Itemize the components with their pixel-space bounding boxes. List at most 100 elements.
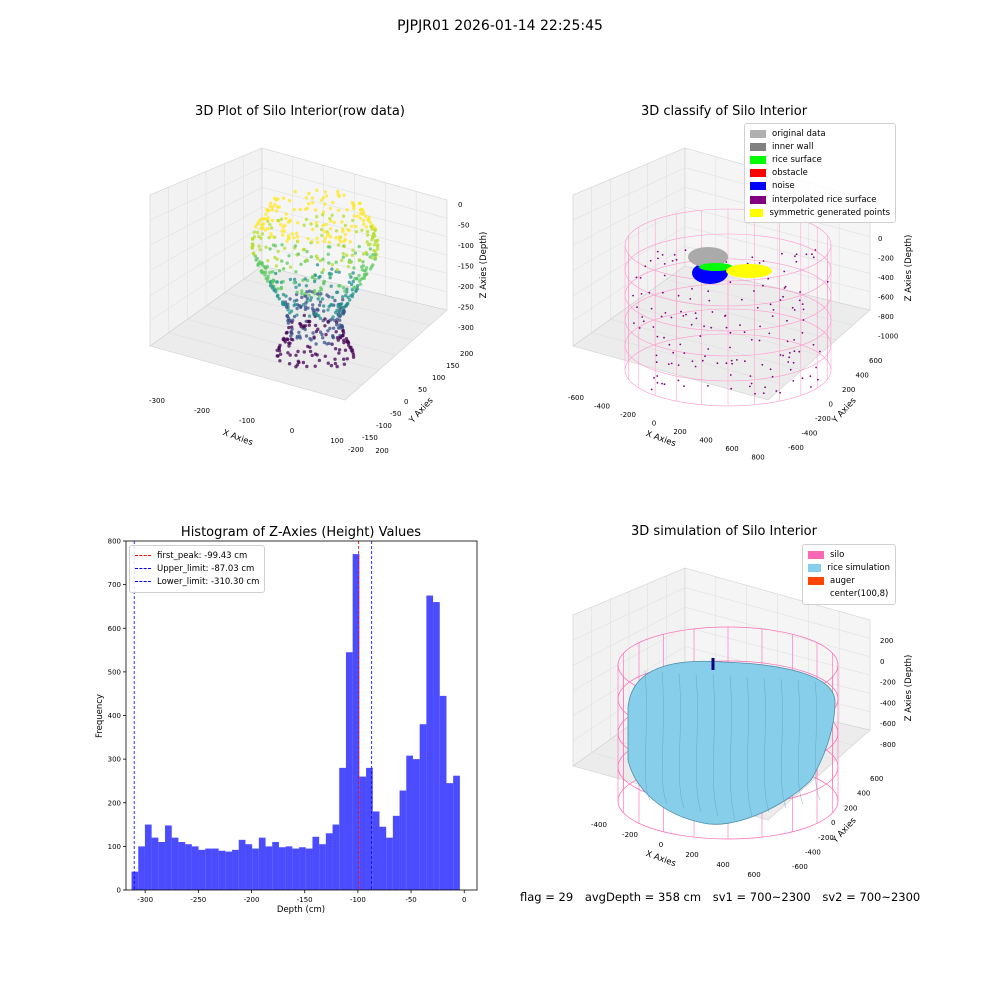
scatter-point	[359, 265, 364, 269]
interpolated-point	[775, 390, 778, 392]
scatter-point	[279, 285, 284, 290]
interpolated-point	[793, 309, 796, 311]
scatter-point	[353, 277, 357, 281]
scatter-point	[294, 231, 299, 235]
scatter-point	[330, 295, 335, 300]
interpolated-point	[729, 346, 731, 349]
scatter-point	[324, 194, 329, 198]
scatter-point	[311, 303, 315, 307]
scatter-point	[358, 282, 363, 286]
histogram-bar	[446, 783, 454, 890]
histogram-bar	[144, 824, 152, 890]
scatter-point	[329, 303, 333, 307]
original-data-cluster	[688, 247, 728, 267]
surface-mesh-line	[644, 670, 651, 801]
scatter-point	[290, 232, 294, 236]
scatter-point	[351, 218, 355, 223]
scatter-point	[333, 361, 338, 366]
scatter-point	[363, 214, 368, 218]
x-tick-label: -400	[594, 403, 610, 411]
scatter-point	[281, 279, 285, 284]
scatter-point	[317, 303, 322, 307]
scatter-point	[308, 298, 313, 302]
scatter-point	[322, 229, 326, 234]
scatter-point	[341, 251, 345, 256]
scatter-point	[369, 225, 373, 229]
interpolated-point	[657, 257, 659, 260]
legend-entry: center(100,8)	[808, 588, 890, 601]
scatter-point	[266, 226, 270, 231]
interpolated-point	[769, 303, 772, 306]
scatter-point	[267, 235, 271, 240]
scatter-point	[255, 256, 259, 261]
y-tick-label: -50	[390, 410, 401, 418]
y-tick-label: -150	[362, 434, 378, 442]
interpolated-point	[710, 326, 713, 329]
interpolated-point	[744, 360, 746, 363]
scatter-point	[352, 214, 357, 218]
scatter-point	[350, 224, 354, 228]
scatter-point	[343, 223, 348, 228]
scatter-point	[276, 287, 280, 291]
scatter-point	[371, 253, 375, 257]
scatter-point	[295, 334, 300, 339]
x-tick-label: 0	[659, 841, 663, 849]
interpolated-point	[792, 380, 795, 382]
scatter-point	[341, 333, 345, 338]
surface-mesh-line	[712, 674, 719, 817]
scatter-point	[265, 264, 269, 269]
scatter-point	[284, 331, 289, 335]
interpolated-point	[783, 270, 786, 273]
legend-label: symmetric generated points	[769, 207, 890, 218]
y-tick-label: 400	[857, 790, 870, 798]
z-tick-label: -300	[458, 324, 474, 332]
scatter-point	[295, 306, 299, 311]
legend-swatch	[750, 129, 766, 138]
x-tick-label: 200	[375, 447, 388, 455]
scatter-point	[365, 229, 370, 234]
scatter-point	[287, 344, 291, 348]
scatter-point	[335, 268, 339, 272]
histogram-bar	[211, 848, 219, 890]
scatter-point	[266, 276, 270, 281]
scatter-point	[348, 240, 352, 244]
scatter-point	[281, 233, 285, 237]
scatter-point	[371, 256, 375, 260]
legend-label: rice simulation	[827, 562, 890, 573]
scatter-point	[302, 313, 306, 318]
interpolated-point	[771, 315, 774, 317]
scatter-point	[307, 323, 311, 327]
scatter-point	[345, 208, 349, 212]
scatter-point	[372, 243, 377, 247]
interpolated-point	[650, 388, 653, 391]
scatter-point	[323, 324, 327, 328]
interpolated-point	[786, 340, 789, 343]
interpolated-point	[810, 386, 812, 388]
interpolated-point	[641, 316, 644, 318]
scatter-point	[275, 280, 279, 284]
legend-swatch	[750, 195, 766, 204]
scatter-point	[285, 239, 289, 243]
scatter-point	[313, 352, 318, 356]
interpolated-point	[661, 254, 664, 256]
scatter-point	[321, 196, 326, 200]
scatter-point	[295, 298, 299, 302]
interpolated-point	[689, 298, 692, 300]
y-tick-label: 200	[842, 386, 855, 394]
x-tick-label: -200	[244, 896, 260, 904]
z-tick-label: -200	[458, 283, 474, 291]
scatter-point	[290, 320, 294, 324]
scatter-point	[346, 295, 350, 299]
interpolated-point	[801, 377, 804, 380]
scatter-point	[307, 314, 312, 318]
y-tick-label: -400	[802, 430, 818, 438]
scatter-point	[330, 263, 334, 267]
scatter-point	[274, 264, 279, 268]
scatter-point	[287, 199, 292, 203]
interpolated-point	[653, 377, 655, 379]
interpolated-point	[648, 291, 651, 294]
scatter-point	[320, 297, 325, 301]
scatter-point	[296, 349, 300, 354]
scatter-point	[315, 240, 320, 245]
histogram-bar	[185, 844, 192, 890]
